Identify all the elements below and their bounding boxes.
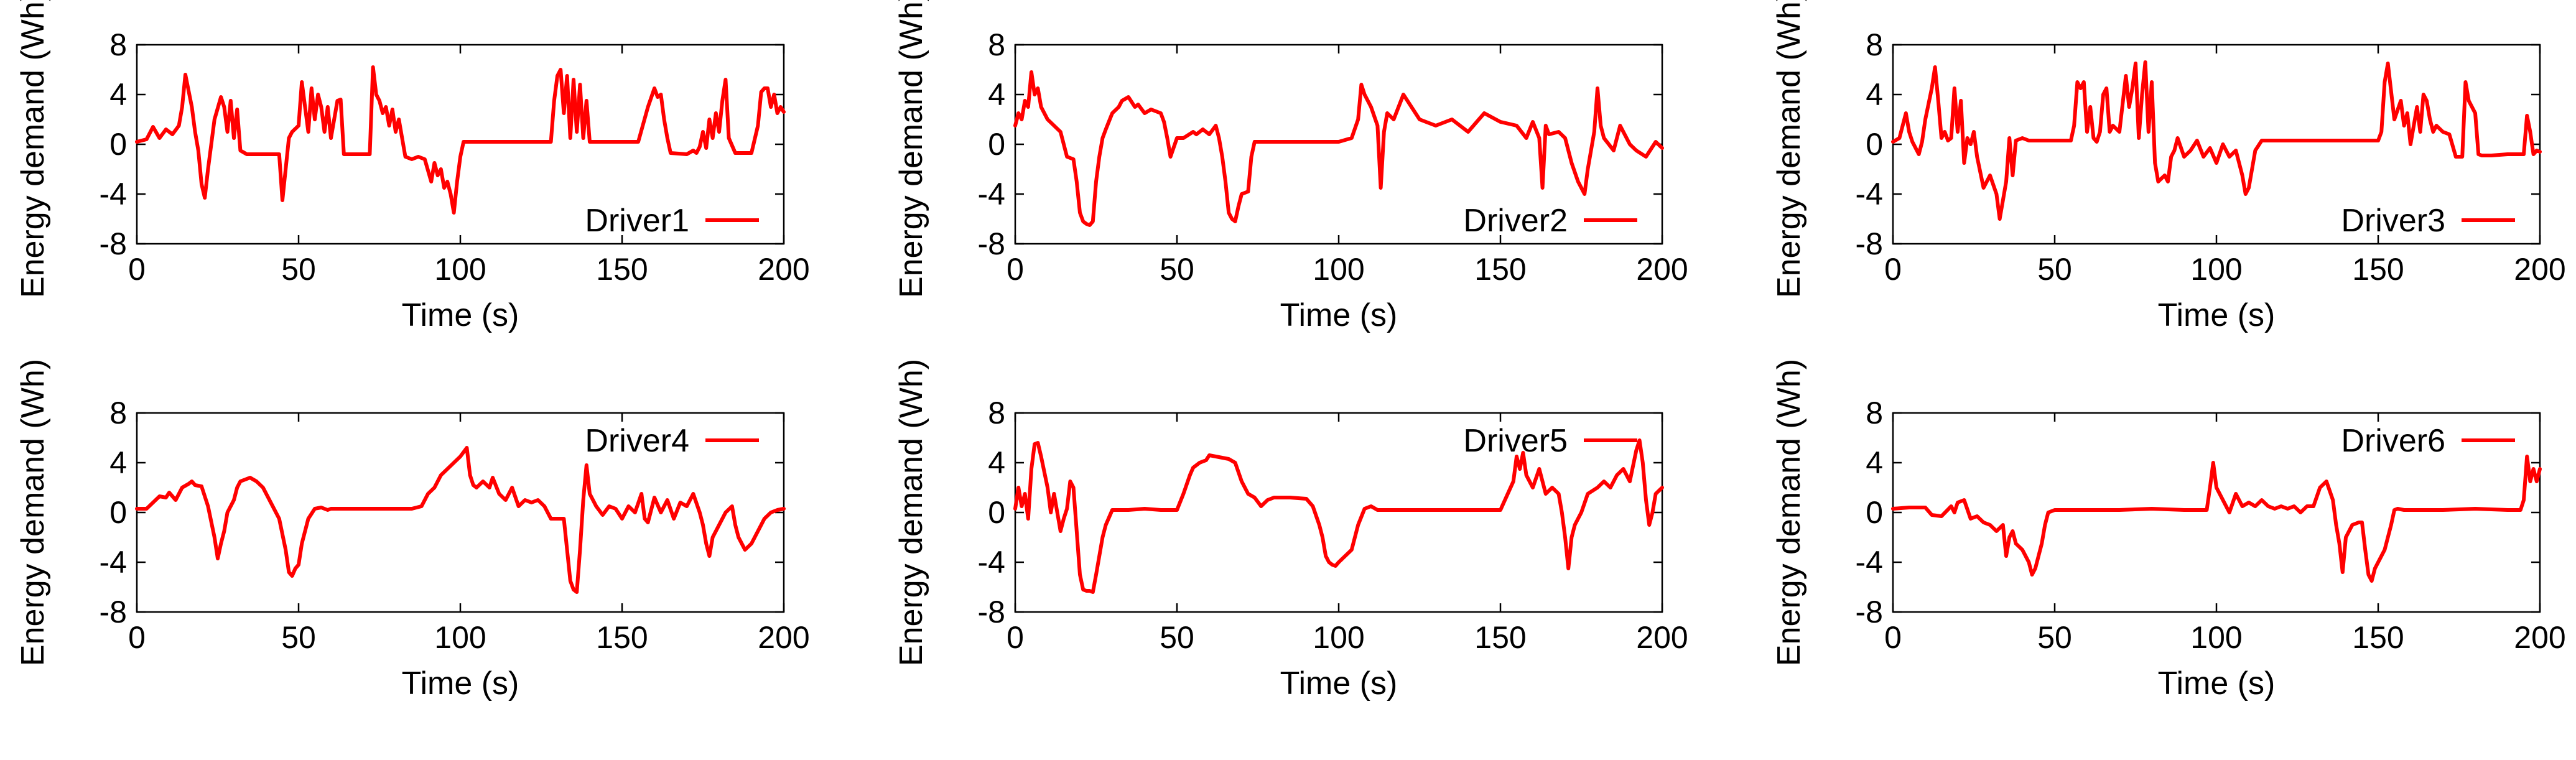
y-tick-label: 0 <box>1866 495 1883 530</box>
x-tick-label: 200 <box>758 252 809 287</box>
y-tick-label: 0 <box>988 127 1005 162</box>
y-axis-label: Energy demand (Wh) <box>1771 359 1807 666</box>
y-tick-label: 4 <box>1866 77 1883 112</box>
x-tick-label: 0 <box>1884 252 1902 287</box>
x-tick-label: 200 <box>2514 620 2565 655</box>
x-tick-label: 100 <box>1313 620 1364 655</box>
series-line-driver6 <box>1891 455 2542 583</box>
y-tick-label: -4 <box>100 177 127 211</box>
y-tick-label: 8 <box>109 27 127 62</box>
x-tick-label: 50 <box>281 252 316 287</box>
x-tick-label: 50 <box>281 620 316 655</box>
x-axis-label: Time (s) <box>402 665 519 702</box>
x-tick-label: 200 <box>2514 252 2565 287</box>
y-tick-label: 4 <box>109 77 127 112</box>
x-tick-label: 50 <box>1160 620 1194 655</box>
legend-label: Driver3 <box>2341 203 2445 239</box>
x-tick-label: 150 <box>1474 620 1526 655</box>
chart-panel-2: 0 50 100 150 200 8 4 0 -4 -8 Time (s) Energy demand… <box>893 0 1688 333</box>
x-tick-label: 50 <box>1160 252 1194 287</box>
y-tick-label: 4 <box>1866 445 1883 480</box>
y-axis-label: Energy demand (Wh) <box>893 359 929 666</box>
x-axis-label: Time (s) <box>1280 297 1398 333</box>
legend: Driver1 <box>585 203 759 239</box>
y-tick-label: 8 <box>109 396 127 430</box>
x-tick-label: 100 <box>434 620 486 655</box>
series-line-driver3 <box>1891 60 2542 221</box>
y-tick-label: -8 <box>1856 226 1883 261</box>
series-line-driver5 <box>1013 438 1664 594</box>
y-tick-label: 4 <box>988 77 1005 112</box>
x-tick-label: 50 <box>2037 620 2072 655</box>
y-tick-label: 4 <box>988 445 1005 480</box>
legend-label: Driver1 <box>585 203 689 239</box>
y-tick-label: 4 <box>109 445 127 480</box>
x-tick-label: 150 <box>2352 252 2404 287</box>
x-tick-label: 0 <box>128 252 146 287</box>
x-tick-label: 150 <box>596 620 648 655</box>
legend-label: Driver4 <box>585 423 689 459</box>
x-tick-label: 200 <box>1636 252 1688 287</box>
legend: Driver4 <box>585 423 759 459</box>
x-tick-label: 200 <box>1636 620 1688 655</box>
legend: Driver3 <box>2341 203 2515 239</box>
y-tick-label: -4 <box>1856 545 1883 580</box>
chart-panel-3: 0 50 100 150 200 8 4 0 -4 -8 Time (s) Energy demand… <box>1771 0 2566 333</box>
y-tick-label: -8 <box>978 595 1005 629</box>
y-tick-label: 0 <box>988 495 1005 530</box>
x-tick-label: 0 <box>1007 252 1024 287</box>
y-tick-label: 8 <box>1866 396 1883 430</box>
x-tick-label: 100 <box>2190 620 2242 655</box>
y-tick-label: 8 <box>988 396 1005 430</box>
y-tick-label: -4 <box>100 545 127 580</box>
y-tick-label: 0 <box>109 127 127 162</box>
x-tick-label: 50 <box>2037 252 2072 287</box>
chart-panel-4: 0 50 100 150 200 8 4 0 -4 -8 Time (s) Energy demand… <box>15 359 810 702</box>
y-axis-label: Energy demand (Wh) <box>15 0 51 298</box>
y-tick-label: 8 <box>988 27 1005 62</box>
series-line-driver4 <box>135 446 786 594</box>
chart-panel-5: 0 50 100 150 200 8 4 0 -4 -8 Time (s) Energy demand… <box>893 359 1688 702</box>
x-tick-label: 0 <box>1007 620 1024 655</box>
legend-label: Driver2 <box>1463 203 1568 239</box>
y-tick-label: -8 <box>1856 595 1883 629</box>
x-tick-label: 0 <box>1884 620 1902 655</box>
y-tick-label: -8 <box>100 226 127 261</box>
series-line-driver2 <box>1013 70 1664 227</box>
x-tick-label: 100 <box>2190 252 2242 287</box>
x-axis-label: Time (s) <box>2158 297 2276 333</box>
x-axis-label: Time (s) <box>2158 665 2276 702</box>
legend: Driver5 <box>1463 423 1637 459</box>
x-tick-label: 100 <box>1313 252 1364 287</box>
x-axis-label: Time (s) <box>1280 665 1398 702</box>
legend-label: Driver5 <box>1463 423 1568 459</box>
y-tick-label: 8 <box>1866 27 1883 62</box>
x-tick-label: 150 <box>596 252 648 287</box>
x-tick-label: 150 <box>2352 620 2404 655</box>
y-tick-label: -8 <box>978 226 1005 261</box>
y-tick-label: -4 <box>1856 177 1883 211</box>
x-tick-label: 150 <box>1474 252 1526 287</box>
chart-panel-6: 0 50 100 150 200 8 4 0 -4 -8 Time (s) Energy demand… <box>1771 359 2566 702</box>
legend: Driver6 <box>2341 423 2515 459</box>
y-tick-label: 0 <box>109 495 127 530</box>
y-axis-label: Energy demand (Wh) <box>893 0 929 298</box>
x-tick-label: 100 <box>434 252 486 287</box>
y-axis-label: Energy demand (Wh) <box>15 359 51 666</box>
y-tick-label: -8 <box>100 595 127 629</box>
y-tick-label: -4 <box>978 545 1005 580</box>
x-tick-label: 0 <box>128 620 146 655</box>
legend: Driver2 <box>1463 203 1637 239</box>
x-axis-label: Time (s) <box>402 297 519 333</box>
legend-label: Driver6 <box>2341 423 2445 459</box>
y-tick-label: -4 <box>978 177 1005 211</box>
y-axis-label: Energy demand (Wh) <box>1771 0 1807 298</box>
chart-panel-1: 0 50 100 150 200 8 4 0 -4 -8 Time (s) Energy demand… <box>15 0 810 333</box>
series-line-driver1 <box>135 65 786 215</box>
y-tick-label: 0 <box>1866 127 1883 162</box>
x-tick-label: 200 <box>758 620 809 655</box>
